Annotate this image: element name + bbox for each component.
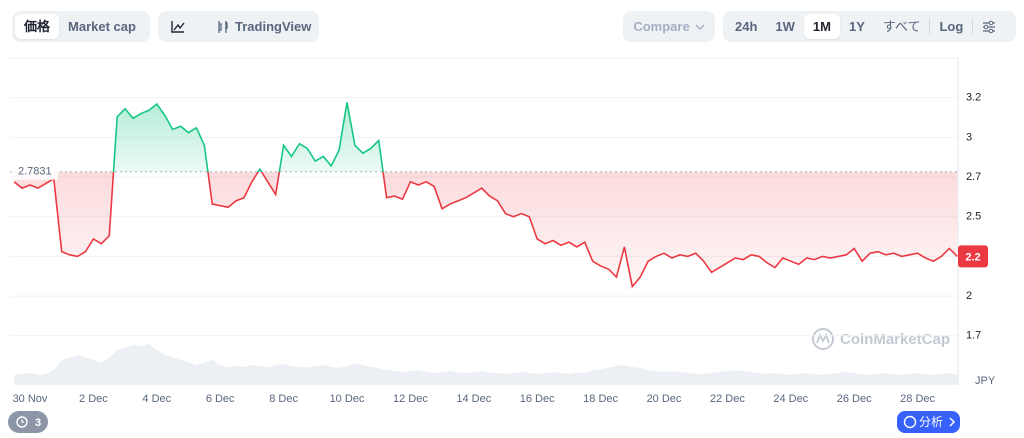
separator	[929, 18, 931, 35]
x-tick-label: 30 Nov	[13, 393, 48, 405]
analysis-chevron	[949, 417, 956, 427]
compare-label: Compare	[633, 19, 690, 34]
line-tool[interactable]	[161, 14, 195, 39]
y-tick-label: 3	[966, 131, 972, 143]
analysis-icon	[903, 415, 917, 429]
x-tick-label: 18 Dec	[583, 393, 618, 405]
badge-count: 3	[35, 417, 41, 429]
current-price-label: 2.2	[965, 251, 980, 263]
y-tick-label: 1.7	[966, 330, 981, 342]
badge: 3	[8, 411, 48, 433]
watermark-logo	[816, 332, 830, 344]
tradingview-tool[interactable]: TradingView	[207, 14, 320, 39]
y-tick-label: 2.5	[966, 211, 981, 223]
compare-button[interactable]: Compare	[624, 14, 713, 39]
x-tick-label: 26 Dec	[837, 393, 872, 405]
x-tick-label: 10 Dec	[330, 393, 365, 405]
x-tick-label: 24 Dec	[773, 393, 808, 405]
x-tick-label: 2 Dec	[79, 393, 108, 405]
x-tick-label: 22 Dec	[710, 393, 745, 405]
compare-group: Compare	[623, 11, 715, 42]
y-tick-label: 2	[966, 290, 972, 302]
separator	[972, 18, 974, 35]
watermark: CoinMarketCap	[812, 328, 950, 350]
settings-icon	[983, 20, 996, 33]
range[interactable]: 1M	[803, 14, 840, 39]
badge-bg[interactable]	[8, 411, 48, 433]
badge-icon	[21, 419, 24, 423]
range[interactable]: 1Y	[848, 19, 865, 34]
log-button[interactable]: Log	[939, 19, 964, 34]
x-tick-label: 12 Dec	[393, 393, 428, 405]
x-tick-label: 8 Dec	[269, 393, 298, 405]
x-tick-label: 28 Dec	[900, 393, 935, 405]
baseline-label-bg	[14, 163, 58, 180]
watermark-logo	[812, 328, 834, 350]
range[interactable]: すべて	[882, 19, 921, 34]
volume-area	[14, 344, 958, 385]
currency-label: JPY	[975, 375, 996, 387]
x-tick-label: 20 Dec	[647, 393, 682, 405]
analysis-button[interactable]: 分析	[897, 411, 960, 433]
tab-group: 価格 Market cap	[12, 11, 150, 42]
x-tick-label: 14 Dec	[456, 393, 491, 405]
tab[interactable]: Market cap	[68, 19, 136, 34]
settings-button[interactable]	[973, 14, 1005, 39]
x-tick-label: 4 Dec	[142, 393, 171, 405]
tool-label: TradingView	[235, 19, 312, 34]
x-tick-label: 16 Dec	[520, 393, 555, 405]
range[interactable]: 24h	[735, 19, 758, 34]
analysis-label: 分析	[919, 415, 943, 429]
price-area	[14, 102, 958, 287]
price-line	[13, 102, 958, 289]
baseline-label: 2.7831	[18, 166, 52, 178]
tool-group: TradingView	[158, 11, 319, 42]
tab[interactable]: 価格	[15, 14, 60, 39]
candle-icon	[218, 20, 228, 33]
range[interactable]: 1W	[775, 19, 795, 34]
x-tick-label: 6 Dec	[206, 393, 235, 405]
line-icon	[171, 20, 185, 33]
current-price-bg	[958, 245, 988, 268]
watermark-text: CoinMarketCap	[840, 331, 950, 348]
chevron	[695, 23, 705, 30]
y-tick-label: 3.2	[966, 92, 981, 104]
badge-icon	[16, 416, 28, 428]
y-tick-label: 2.7	[966, 171, 981, 183]
range-group: 24h 1W 1M 1Y すべて Log	[723, 11, 1016, 42]
